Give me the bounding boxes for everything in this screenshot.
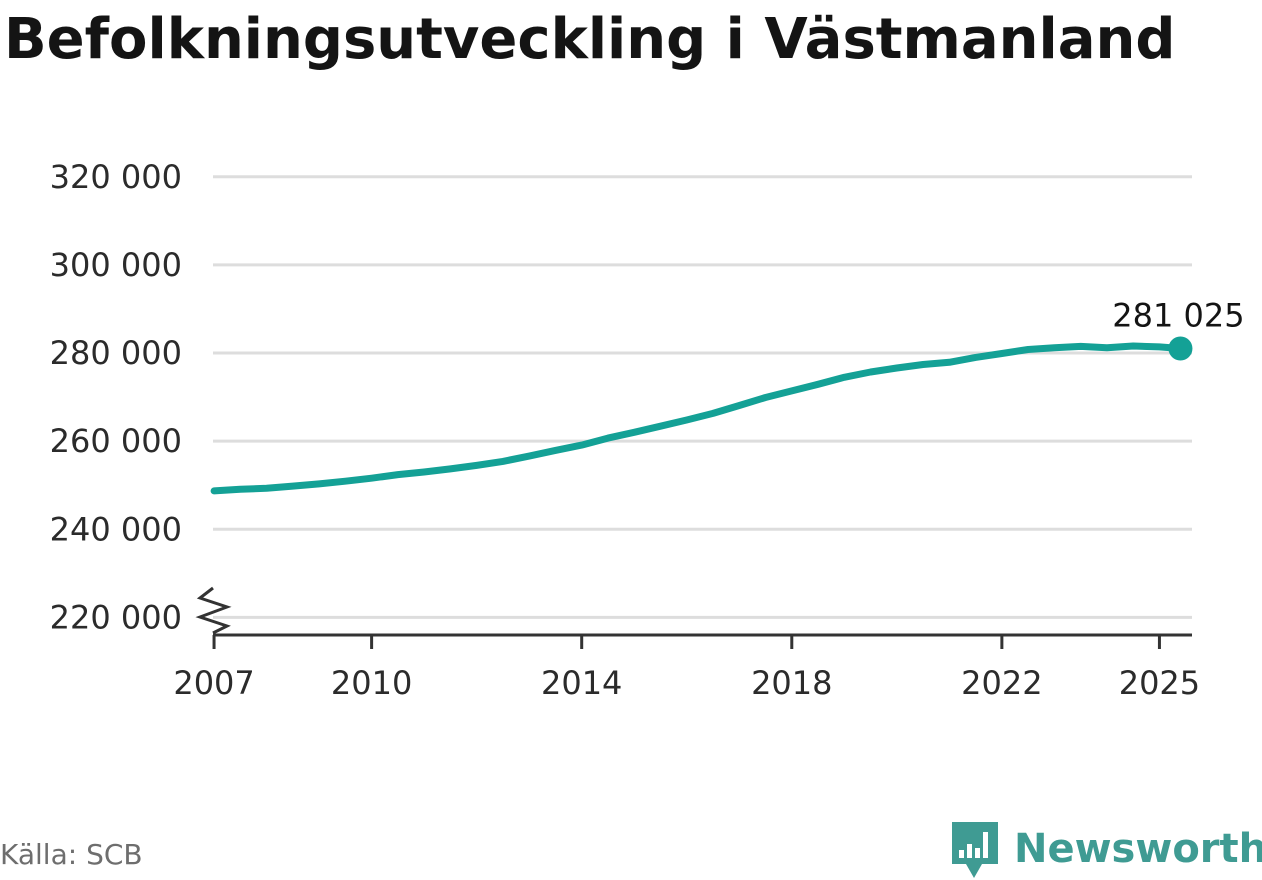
x-tick-label: 2010 — [331, 664, 412, 702]
x-axis-tick-labels: 2007 2010 2014 2018 2022 2025 — [173, 664, 1200, 702]
chart-title: Befolkningsutveckling i Västmanland — [4, 7, 1176, 72]
last-value-label: 281 025 — [1112, 297, 1244, 335]
y-tick-label: 300 000 — [50, 246, 182, 284]
x-tick-label: 2022 — [961, 664, 1042, 702]
line-chart: 220 000 240 000 260 000 280 000 300 000 320 0… — [50, 158, 1245, 702]
x-tick-label: 2018 — [751, 664, 832, 702]
x-tick-label: 2025 — [1119, 664, 1200, 702]
y-tick-label: 220 000 — [50, 598, 182, 636]
y-tick-label: 240 000 — [50, 510, 182, 548]
y-tick-label: 280 000 — [50, 334, 182, 372]
series-line — [210, 342, 1184, 495]
brand-name: Newsworthy — [1014, 826, 1262, 872]
grid-lines — [213, 175, 1192, 619]
brand-logo: Newsworthy — [950, 818, 1262, 880]
last-value-marker — [1168, 336, 1193, 361]
newsworthy-logo-icon — [952, 822, 998, 878]
x-tick-label: 2007 — [173, 664, 254, 702]
axis-break-icon — [195, 586, 232, 635]
y-axis-tick-labels: 220 000 240 000 260 000 280 000 300 000 320 0… — [50, 158, 182, 637]
y-tick-label: 260 000 — [50, 422, 182, 460]
x-axis-ticks — [212, 635, 1161, 649]
x-tick-label: 2014 — [541, 664, 622, 702]
source-note: Källa: SCB — [0, 838, 143, 871]
y-tick-label: 320 000 — [50, 158, 182, 196]
